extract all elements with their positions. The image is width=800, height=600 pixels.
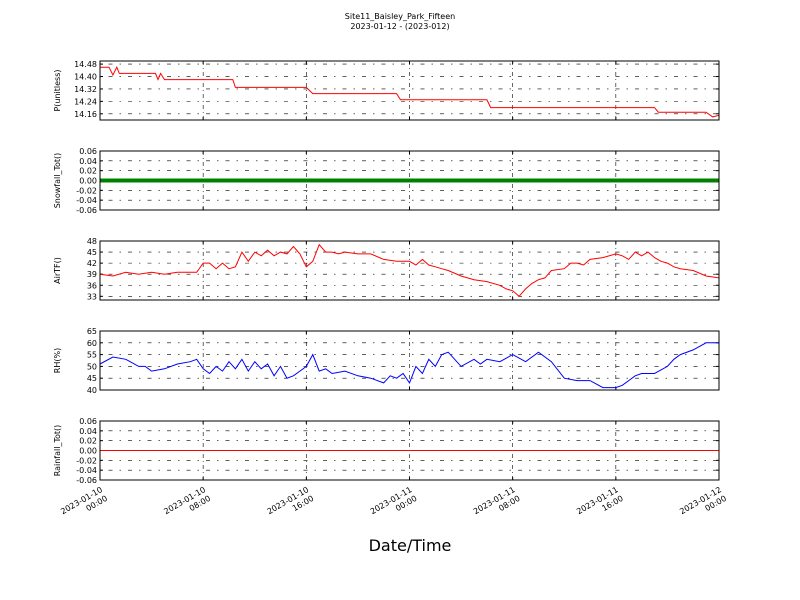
panel-frame [99,150,720,211]
y-tick-label: 33 [87,292,97,301]
y-axis-label: P(unitless) [53,69,62,111]
panel-3: 33 36 39 42 45 48 AirTF() [53,237,720,301]
y-axis-label: AirTF() [53,257,62,284]
y-tick-label: -0.04 [76,196,97,205]
y-axis-label: Rainfall_Tot() [53,425,62,477]
y-tick-label: 0.02 [79,167,97,176]
y-tick-label: 45 [87,374,97,383]
x-axis-label: Date/Time [369,536,452,555]
y-tick-label: 0.04 [79,157,97,166]
panel-1: 14.16 14.24 14.32 14.40 14.48 P(unitless) [53,60,720,121]
panel-frame [99,240,720,301]
y-tick-label: 0.04 [79,427,97,436]
y-tick-label: 39 [87,270,97,279]
y-tick-label: 0.02 [79,437,97,446]
panel-frame [99,420,720,481]
chart-subtitle: 2023-01-12 - (2023-012) [350,22,449,31]
panel-4: 40 45 50 55 60 65 RH(%) [53,327,720,395]
series-line [100,65,720,118]
y-tick-label: -0.02 [76,456,97,465]
chart-title: Site11_Baisley_Park_Fifteen [345,12,455,21]
y-tick-label: 40 [87,386,97,395]
y-tick-label: 14.16 [74,110,97,119]
y-tick-label: 55 [87,351,97,360]
panel-frame [99,330,720,391]
y-tick-label: 14.40 [74,73,97,82]
y-tick-label: -0.04 [76,466,97,475]
y-tick-label: 60 [87,339,97,348]
y-tick-label: 48 [87,237,97,246]
y-tick-label: 14.32 [74,85,97,94]
panel-5: 0.060.040.020.00-0.02-0.04-0.06 Rainfall_… [53,417,720,485]
y-tick-label: 0.00 [79,177,97,186]
y-tick-label: 14.24 [74,97,97,106]
y-tick-label: -0.02 [76,186,97,195]
panel-2: 0.060.040.020.00-0.02-0.04-0.06 Snowfall_… [53,147,720,215]
y-tick-label: 36 [87,281,97,290]
series-line [99,243,720,298]
y-tick-label: 0.00 [79,447,97,456]
y-tick-label: -0.06 [76,206,97,215]
panel-frame [99,60,720,121]
y-tick-label: 42 [87,259,97,268]
y-tick-label: 45 [87,248,97,257]
y-axis-label: Snowfall_Tot() [53,153,62,209]
y-axis-label: RH(%) [53,348,62,373]
panels-group: 14.16 14.24 14.32 14.40 14.48 P(unitless) 0.06… [53,60,720,485]
y-tick-label: 65 [87,327,97,336]
y-tick-label: -0.06 [76,476,97,485]
series-line [99,342,719,389]
y-tick-label: 50 [87,362,97,371]
y-tick-label: 0.06 [79,417,97,426]
y-tick-label: 14.48 [74,60,97,69]
y-tick-label: 0.06 [79,147,97,156]
